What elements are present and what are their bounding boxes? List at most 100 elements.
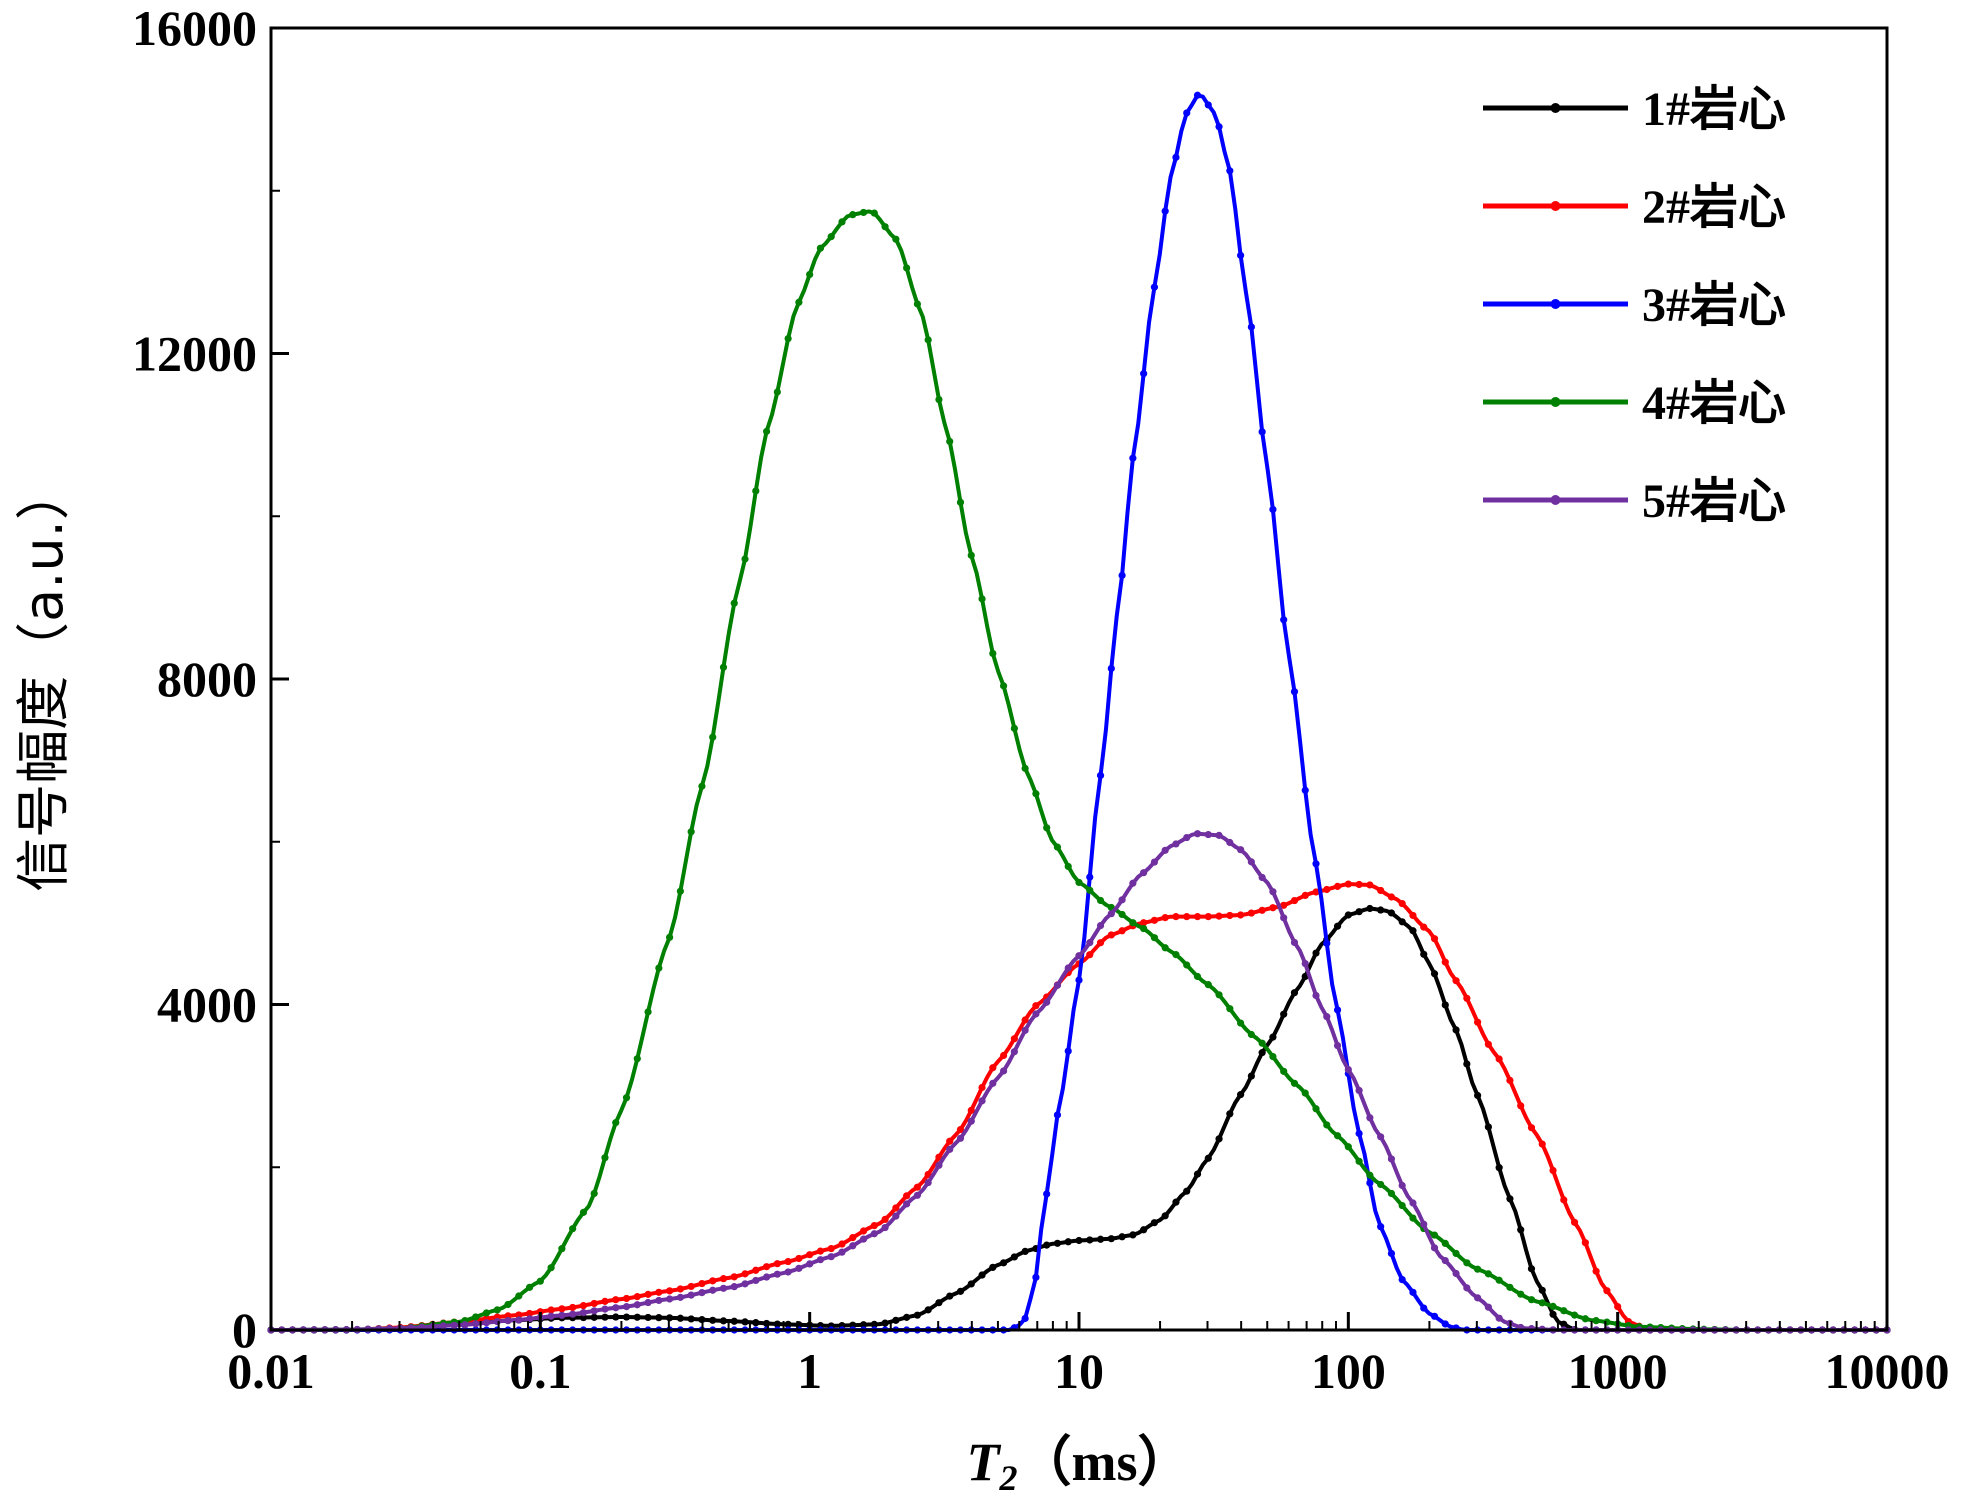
data-point: [1323, 885, 1331, 894]
data-point: [1506, 1283, 1514, 1291]
legend-label: 5#岩心: [1642, 475, 1786, 528]
data-point: [1010, 724, 1018, 732]
data-point: [579, 1208, 588, 1216]
data-point: [1129, 919, 1137, 927]
data-point: [1193, 913, 1202, 921]
x-tick-label: 10: [1054, 1343, 1104, 1399]
y-tick-label: 12000: [132, 326, 257, 382]
data-point: [698, 1279, 706, 1288]
data-point: [956, 1287, 965, 1295]
data-point: [1333, 882, 1342, 890]
y-tick-label: 16000: [132, 0, 257, 56]
data-point: [859, 1235, 868, 1243]
data-point: [1301, 786, 1309, 794]
data-point: [1021, 764, 1029, 772]
data-point: [989, 649, 997, 658]
data-point: [1441, 958, 1449, 966]
data-point: [1258, 1049, 1266, 1057]
data-point: [1021, 1016, 1029, 1024]
data-point: [612, 1313, 620, 1321]
data-point: [622, 1313, 631, 1321]
data-point: [1592, 1267, 1600, 1275]
data-point: [1053, 1239, 1062, 1247]
data-point: [1333, 1132, 1342, 1140]
data-point: [1096, 896, 1105, 905]
data-point: [1301, 959, 1309, 968]
data-point: [730, 1283, 738, 1291]
data-point: [666, 933, 674, 941]
data-point: [1484, 1040, 1492, 1048]
data-point: [752, 1276, 760, 1285]
data-point: [978, 1097, 986, 1105]
data-point: [1527, 1265, 1536, 1273]
data-point: [870, 209, 878, 217]
data-point: [461, 1321, 469, 1329]
data-point: [525, 1283, 534, 1291]
data-point: [1075, 976, 1083, 984]
data-point: [1377, 886, 1385, 895]
data-point: [1183, 109, 1191, 117]
data-point: [1096, 1235, 1105, 1243]
data-point: [1474, 1018, 1482, 1026]
data-point: [1215, 831, 1223, 839]
data-point: [1215, 1135, 1223, 1143]
data-point: [719, 1284, 728, 1292]
data-point: [1517, 1226, 1525, 1234]
data-point: [730, 1317, 738, 1325]
data-point: [1043, 998, 1051, 1006]
data-point: [525, 1315, 534, 1323]
x-axis-subscript: 2: [999, 1458, 1018, 1498]
data-point: [1161, 914, 1169, 922]
data-point: [762, 427, 771, 435]
data-point: [1538, 1140, 1546, 1148]
data-point: [1355, 1086, 1363, 1095]
data-point: [655, 1296, 663, 1305]
data-point: [1118, 896, 1126, 904]
data-point: [590, 1313, 598, 1321]
data-point: [849, 211, 857, 219]
data-point: [1463, 1259, 1471, 1267]
data-point: [838, 1240, 846, 1248]
data-point: [1140, 919, 1148, 927]
data-point: [999, 1067, 1008, 1075]
data-point: [1183, 913, 1191, 921]
data-point: [924, 1306, 932, 1314]
x-tick-label: 0.01: [227, 1343, 315, 1399]
data-point: [1215, 123, 1223, 131]
x-axis-symbol: T: [967, 1432, 1002, 1492]
data-point: [1010, 1035, 1018, 1043]
data-point: [999, 1259, 1008, 1267]
x-axis-title: T2（ms）: [967, 1432, 1192, 1498]
data-point: [881, 223, 889, 231]
data-point: [859, 1321, 868, 1329]
data-point: [676, 1285, 684, 1293]
data-point: [762, 1319, 771, 1328]
data-point: [1484, 1123, 1492, 1131]
data-point: [870, 1222, 878, 1230]
data-point: [687, 1315, 695, 1323]
data-point: [741, 1280, 749, 1288]
data-point: [472, 1320, 480, 1328]
data-point: [967, 1280, 975, 1288]
data-point: [849, 1242, 857, 1250]
data-point: [913, 1183, 922, 1191]
data-point: [1290, 938, 1299, 947]
data-point: [1280, 914, 1288, 922]
data-point: [1086, 1236, 1094, 1244]
data-point: [946, 437, 954, 446]
data-point: [946, 1292, 954, 1300]
data-point: [1420, 1304, 1428, 1312]
data-point: [1096, 771, 1105, 780]
data-point: [1377, 906, 1385, 914]
data-point: [1387, 1155, 1396, 1163]
legend-item: 1#岩心: [1483, 83, 1786, 136]
data-point: [967, 1106, 975, 1114]
x-tick-label: 10000: [1825, 1343, 1950, 1399]
data-point: [612, 1304, 620, 1312]
data-point: [1570, 1218, 1579, 1226]
data-point: [1290, 896, 1299, 905]
legend-label: 1#岩心: [1642, 83, 1786, 136]
data-point: [1474, 1265, 1482, 1273]
data-point: [1258, 873, 1266, 882]
